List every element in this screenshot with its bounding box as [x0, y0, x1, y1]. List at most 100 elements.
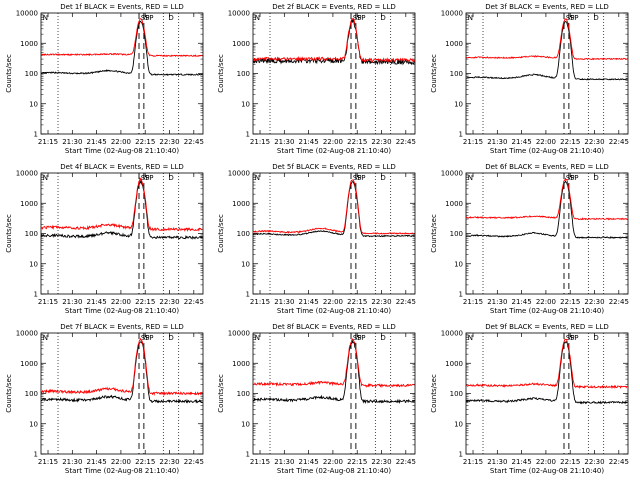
x-axis-label: Start Time (02-Aug-08 21:10:40) [277, 147, 391, 155]
y-tick-label: 1000 [20, 200, 38, 208]
x-axis-label: Start Time (02-Aug-08 21:10:40) [490, 467, 604, 475]
x-tick-label: 21:15 [250, 298, 270, 306]
x-tick-label: 22:30 [584, 298, 604, 306]
y-tick-label: 1000 [445, 200, 463, 208]
x-tick-label: 22:00 [536, 298, 556, 306]
panel-title: Det 2f BLACK = Events, RED = LLD [272, 3, 395, 11]
interval-marker-label: SP [145, 334, 154, 342]
x-tick-label: 22:45 [609, 298, 629, 306]
detector-panel-5: Det 5f BLACK = Events, RED = LLD 1 10 100 10… [217, 163, 416, 315]
x-tick-label: 22:00 [536, 138, 556, 146]
interval-marker-label: SP [570, 334, 579, 342]
x-tick-label: 21:30 [274, 138, 294, 146]
y-tick-label: 1000 [445, 40, 463, 48]
detector-panel-4: Det 4f BLACK = Events, RED = LLD 1 10 100 10… [5, 163, 204, 315]
interval-marker-label: SP [357, 334, 366, 342]
x-tick-label: 22:30 [371, 298, 391, 306]
x-tick-label: 21:15 [463, 298, 483, 306]
series-line [40, 176, 203, 232]
y-tick-label: 10 [241, 260, 250, 268]
y-tick-label: 1000 [445, 360, 463, 368]
x-tick-label: 22:30 [159, 458, 179, 466]
x-tick-label: 21:30 [274, 458, 294, 466]
x-axis-label: Start Time (02-Aug-08 21:10:40) [65, 467, 179, 475]
x-tick-label: 21:30 [62, 458, 82, 466]
y-tick-label: 10 [29, 100, 38, 108]
y-tick-label: 10000 [16, 330, 38, 338]
y-tick-label: 100 [25, 70, 38, 78]
y-tick-label: 100 [450, 230, 463, 238]
x-tick-label: 22:45 [396, 138, 416, 146]
x-tick-label: 22:45 [609, 458, 629, 466]
x-tick-label: 21:45 [512, 298, 532, 306]
y-axis-label: Counts/sec [430, 214, 438, 253]
x-tick-label: 22:00 [536, 458, 556, 466]
detector-panel-1: Det 1f BLACK = Events, RED = LLD 1 10 100 10… [5, 3, 204, 155]
x-tick-label: 21:30 [274, 298, 294, 306]
y-tick-label: 10000 [441, 170, 463, 178]
y-tick-label: 100 [25, 230, 38, 238]
detector-panel-6: Det 6f BLACK = Events, RED = LLD 1 10 100 10… [430, 163, 629, 315]
series-line [466, 18, 628, 61]
x-tick-label: 21:30 [62, 298, 82, 306]
y-tick-label: 1000 [232, 40, 250, 48]
interval-marker-label: N [468, 174, 473, 182]
detector-panel-3: Det 3f BLACK = Events, RED = LLD 1 10 100 10… [430, 3, 629, 155]
interval-marker-label: SP [145, 14, 154, 22]
interval-marker-label: SP [353, 334, 362, 342]
y-tick-label: 1 [459, 451, 463, 459]
interval-marker-label: N [255, 14, 260, 22]
interval-marker-label: SP [141, 174, 150, 182]
interval-marker-label: SP [353, 14, 362, 22]
x-tick-label: 22:15 [560, 458, 580, 466]
series-line [252, 19, 415, 66]
interval-marker-label: D [593, 14, 598, 22]
y-tick-label: 10000 [16, 10, 38, 18]
x-tick-label: 21:15 [250, 458, 270, 466]
detector-panel-9: Det 9f BLACK = Events, RED = LLD 1 10 100 10… [430, 323, 629, 475]
y-tick-label: 1 [246, 451, 250, 459]
interval-marker-label: D [168, 174, 173, 182]
x-tick-label: 22:45 [184, 298, 204, 306]
series-line [41, 18, 203, 58]
interval-marker-label: SP [141, 14, 150, 22]
y-tick-label: 100 [237, 230, 250, 238]
interval-marker-label: N [43, 14, 48, 22]
x-tick-label: 21:45 [87, 298, 107, 306]
interval-marker-label: N [468, 334, 473, 342]
x-axis-label: Start Time (02-Aug-08 21:10:40) [490, 307, 604, 315]
x-tick-label: 21:45 [87, 458, 107, 466]
y-tick-label: 1000 [232, 200, 250, 208]
y-axis-label: Counts/sec [217, 214, 225, 253]
x-tick-label: 22:30 [159, 138, 179, 146]
series-line [40, 341, 203, 404]
series-line [465, 340, 628, 405]
x-axis-label: Start Time (02-Aug-08 21:10:40) [490, 147, 604, 155]
x-tick-label: 21:45 [87, 138, 107, 146]
interval-marker-label: D [593, 334, 598, 342]
x-tick-label: 21:15 [38, 458, 58, 466]
x-tick-label: 21:30 [487, 458, 507, 466]
x-tick-label: 22:30 [584, 138, 604, 146]
x-tick-label: 22:45 [396, 458, 416, 466]
panel-title: Det 9f BLACK = Events, RED = LLD [485, 323, 608, 331]
interval-marker-label: D [380, 174, 385, 182]
panel-title: Det 1f BLACK = Events, RED = LLD [60, 3, 183, 11]
y-tick-label: 100 [237, 70, 250, 78]
y-tick-label: 100 [25, 390, 38, 398]
x-tick-label: 22:45 [609, 138, 629, 146]
x-tick-label: 22:30 [371, 458, 391, 466]
x-tick-label: 21:15 [250, 138, 270, 146]
x-axis-label: Start Time (02-Aug-08 21:10:40) [277, 467, 391, 475]
y-tick-label: 10 [454, 100, 463, 108]
x-tick-label: 22:30 [159, 298, 179, 306]
y-tick-label: 1000 [232, 360, 250, 368]
x-tick-label: 21:30 [62, 138, 82, 146]
y-tick-label: 10 [241, 100, 250, 108]
x-tick-label: 21:15 [38, 298, 58, 306]
y-tick-label: 1 [34, 131, 38, 139]
x-tick-label: 22:00 [111, 298, 131, 306]
y-tick-label: 10000 [228, 330, 250, 338]
interval-marker-label: SP [566, 174, 575, 182]
y-tick-label: 100 [450, 390, 463, 398]
